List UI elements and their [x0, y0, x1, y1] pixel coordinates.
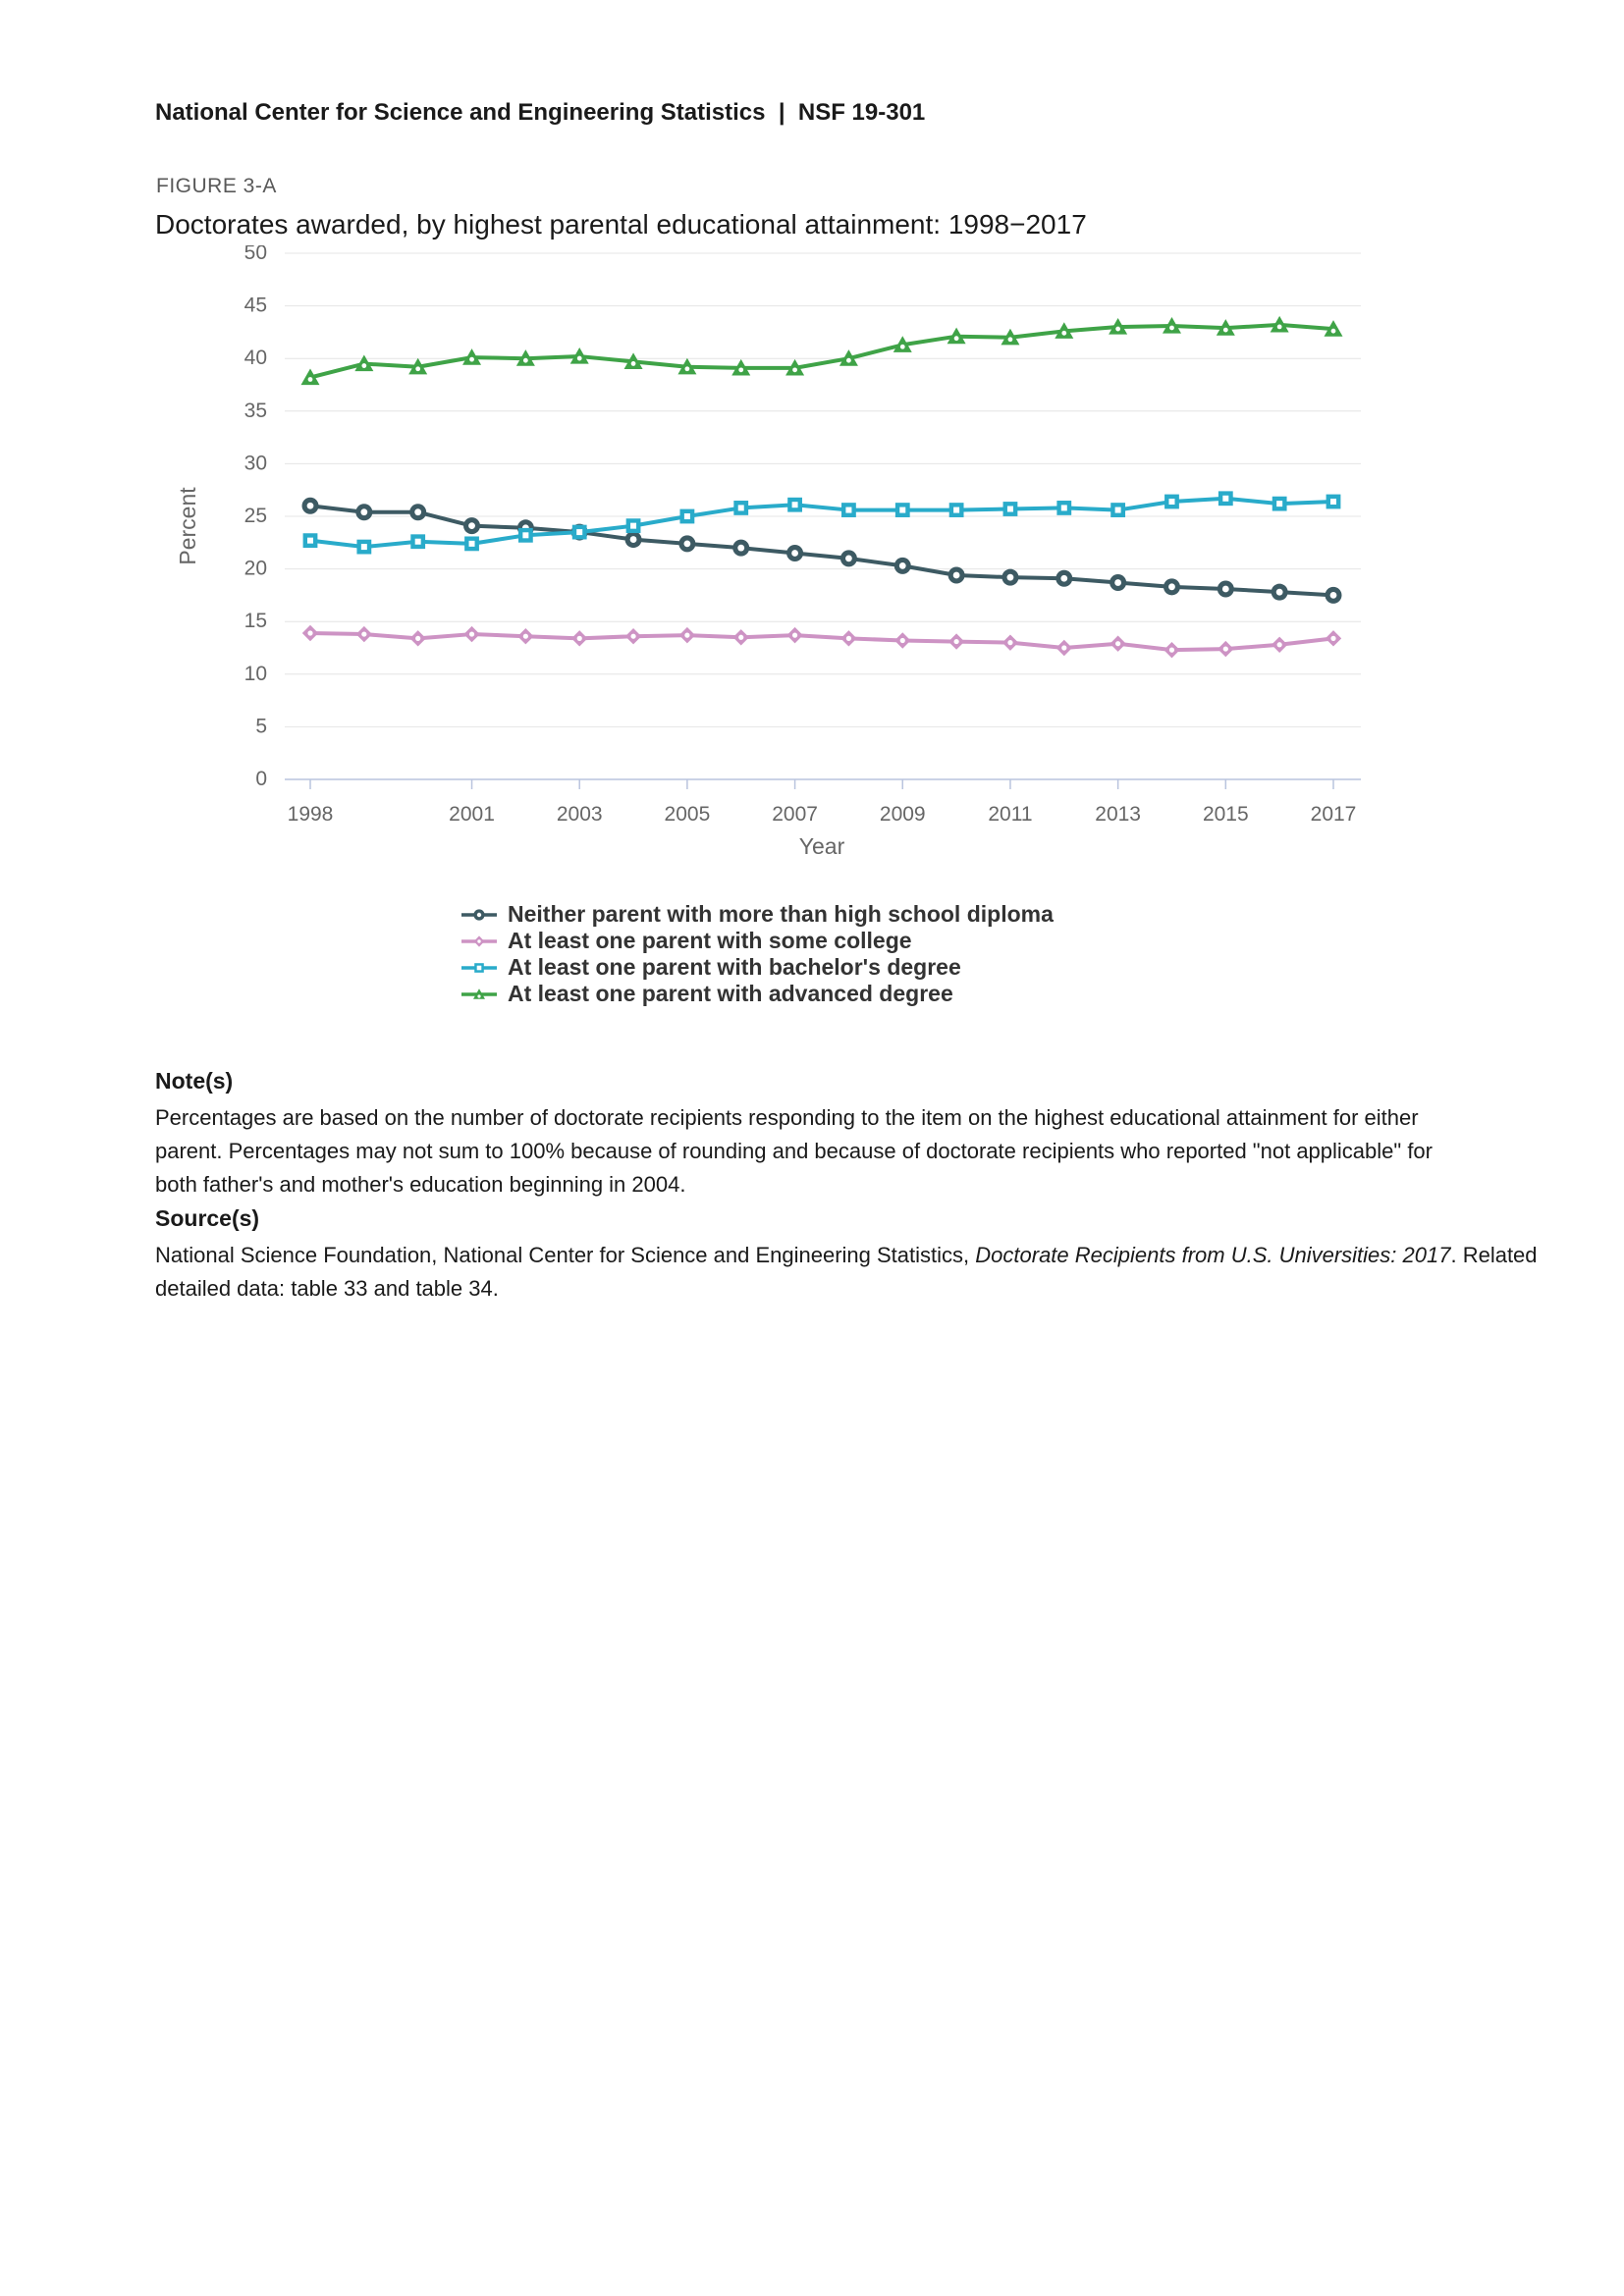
svg-text:2001: 2001 [449, 803, 495, 826]
svg-text:40: 40 [244, 347, 267, 369]
svg-text:10: 10 [244, 663, 267, 685]
svg-text:20: 20 [244, 558, 267, 580]
svg-text:35: 35 [244, 400, 267, 422]
svg-text:2017: 2017 [1311, 803, 1357, 826]
svg-text:2007: 2007 [772, 803, 818, 826]
svg-text:50: 50 [244, 245, 267, 264]
svg-text:2015: 2015 [1203, 803, 1249, 826]
svg-text:Percent: Percent [175, 487, 200, 565]
svg-text:2003: 2003 [557, 803, 603, 826]
svg-text:2011: 2011 [988, 803, 1032, 826]
svg-text:2013: 2013 [1095, 803, 1141, 826]
svg-text:25: 25 [244, 505, 267, 527]
svg-text:45: 45 [244, 294, 267, 317]
svg-text:2009: 2009 [880, 803, 926, 826]
svg-text:5: 5 [255, 715, 267, 737]
svg-text:1998: 1998 [288, 803, 334, 826]
svg-text:15: 15 [244, 610, 267, 632]
svg-text:30: 30 [244, 452, 267, 474]
svg-text:Year: Year [799, 833, 845, 859]
svg-text:0: 0 [255, 768, 267, 790]
svg-text:2005: 2005 [665, 803, 711, 826]
